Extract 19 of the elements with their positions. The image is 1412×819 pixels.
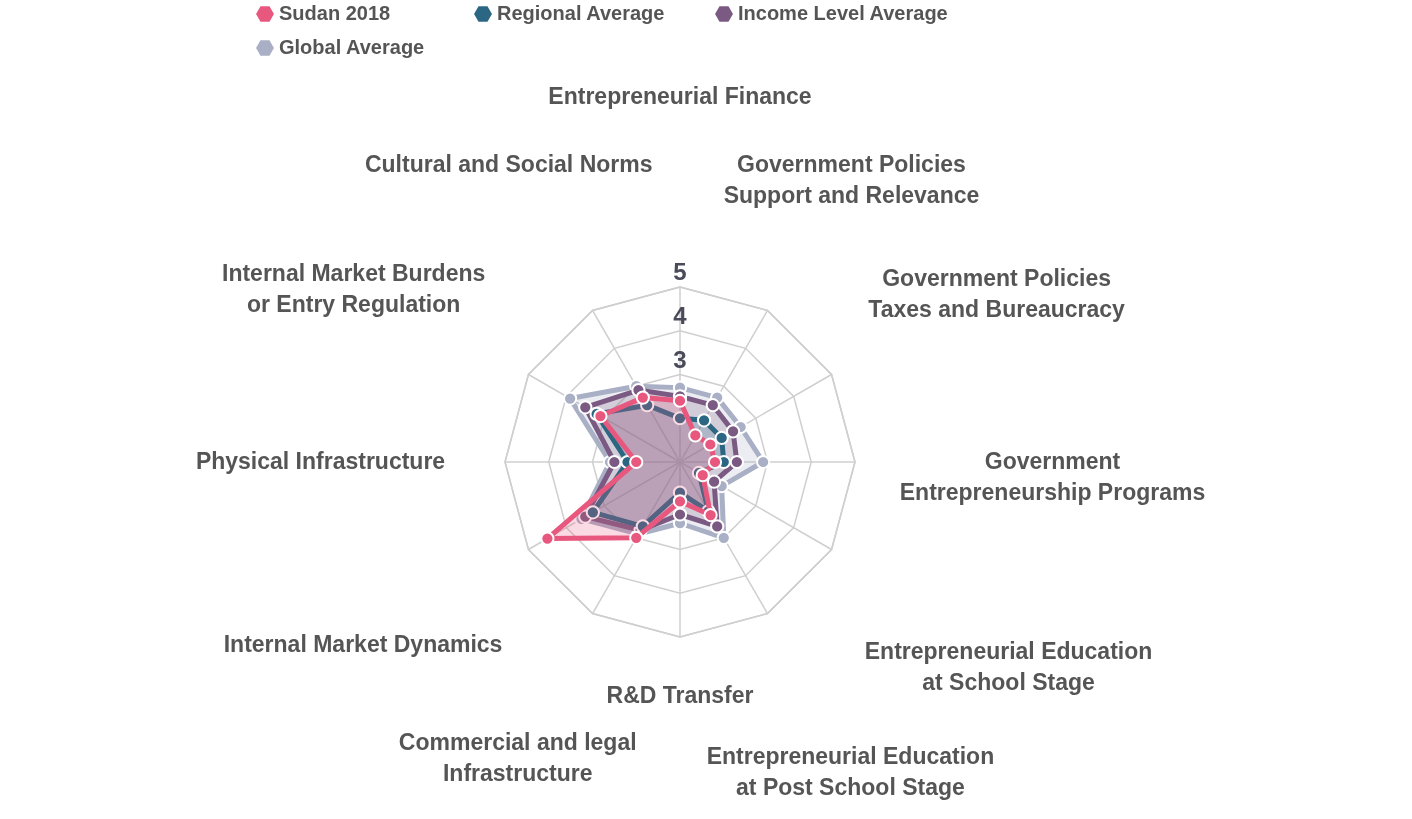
y-tick-label: 5 (673, 258, 687, 285)
spoke-label: Entrepreneurial Education at School Stage (864, 637, 1153, 695)
spoke-label: Commercial and legal Infrastructure (398, 729, 637, 787)
spoke-label: Entrepreneurial Finance (548, 82, 812, 109)
spoke-label: Government Policies Support and Relevance (723, 150, 980, 208)
spoke-label: Government Entrepreneurship Programs (899, 448, 1206, 505)
legend-label: Global Average (279, 36, 425, 58)
legend-label: Sudan 2018 (279, 2, 391, 24)
spoke-label: Internal Market Dynamics (223, 630, 503, 657)
y-tick-label: 3 (673, 345, 687, 373)
spoke-label: Internal Market Burdens or Entry Regulation (221, 259, 486, 317)
legend-label: Income Level Average (738, 2, 948, 24)
y-tick-label: 4 (673, 301, 688, 329)
spoke-label: Entrepreneurial Education at Post School Stage (706, 743, 995, 801)
spoke-label: R&D Transfer (606, 682, 754, 709)
legend-label: Regional Average (497, 2, 665, 24)
spoke-label: Cultural and Social Norms (364, 151, 653, 178)
spoke-label: Physical Infrastructure (195, 448, 446, 474)
spoke-label: Government Policies Taxes and Bureaucracy (868, 265, 1126, 323)
